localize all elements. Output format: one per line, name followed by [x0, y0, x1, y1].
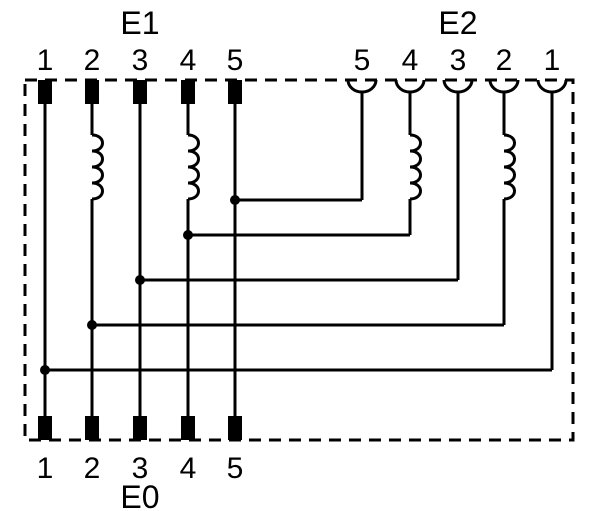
e1-pin-3: [133, 80, 147, 104]
e0-pin-label-1: 1: [37, 452, 54, 485]
e1-pin-4: [181, 80, 195, 104]
e1-pin-label-3: 3: [132, 44, 149, 77]
e2-coil-4: [410, 135, 421, 199]
e0-pin-3: [133, 416, 147, 440]
enclosure-box: [25, 80, 573, 440]
e0-pin-label-4: 4: [180, 452, 197, 485]
e2-pin-2: [490, 80, 518, 92]
e0-pin-label-5: 5: [227, 452, 244, 485]
group-label-e1: E1: [120, 5, 159, 41]
group-label-e2: E2: [438, 5, 477, 41]
e2-pin-label-1: 1: [544, 44, 561, 77]
e0-pin-1: [38, 416, 52, 440]
e2-coil-2: [504, 135, 515, 199]
e1-pin-label-5: 5: [227, 44, 244, 77]
e1-coil-4: [188, 135, 199, 199]
e2-pin-label-3: 3: [450, 44, 467, 77]
e1-pin-2: [85, 80, 99, 104]
junction-2: [183, 230, 193, 240]
e2-pin-label-5: 5: [354, 44, 371, 77]
e2-pin-3: [444, 80, 472, 92]
e1-pin-label-2: 2: [84, 44, 101, 77]
e2-pin-4: [396, 80, 424, 92]
e2-pin-5: [348, 80, 376, 92]
e0-pin-5: [228, 416, 242, 440]
e1-coil-2: [92, 135, 103, 199]
e1-pin-5: [228, 80, 242, 104]
e1-pin-label-1: 1: [37, 44, 54, 77]
e2-pin-label-2: 2: [496, 44, 513, 77]
e0-pin-2: [85, 416, 99, 440]
e0-pin-label-2: 2: [84, 452, 101, 485]
junction-5: [40, 365, 50, 375]
group-label-e0: E0: [120, 479, 159, 511]
junction-3: [135, 275, 145, 285]
e2-pin-label-4: 4: [402, 44, 419, 77]
e1-pin-1: [38, 80, 52, 104]
junction-1: [230, 195, 240, 205]
e2-pin-1: [538, 80, 566, 92]
e1-pin-label-4: 4: [180, 44, 197, 77]
e0-pin-4: [181, 416, 195, 440]
junction-4: [87, 320, 97, 330]
